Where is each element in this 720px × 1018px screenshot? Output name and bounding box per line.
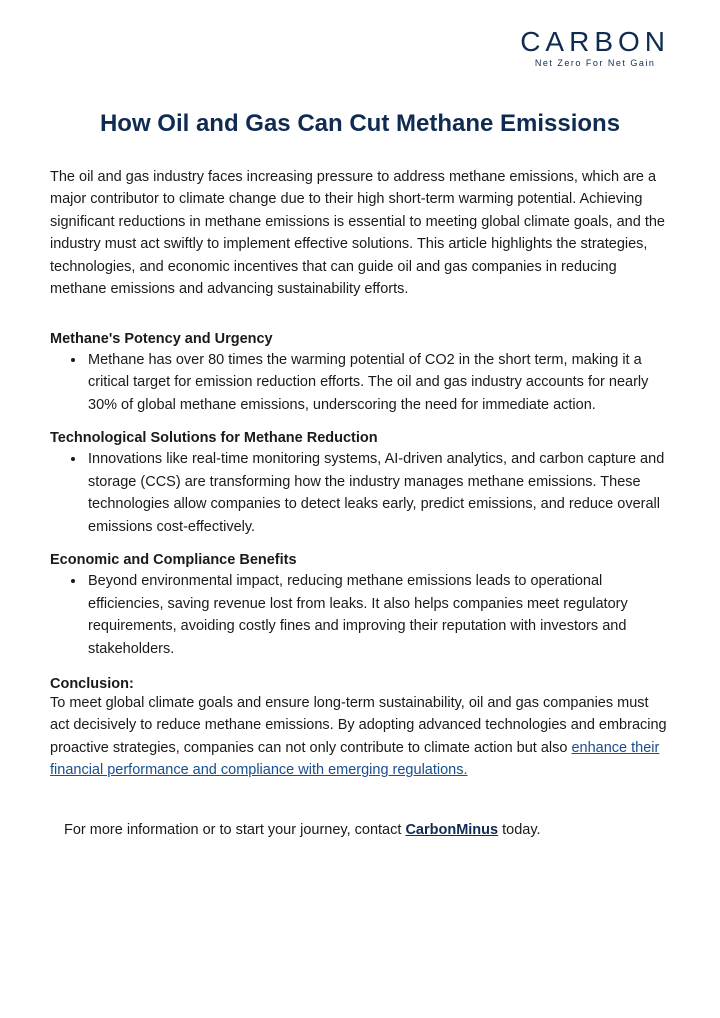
- section-potency: Methane's Potency and Urgency Methane ha…: [50, 331, 670, 416]
- conclusion-body: To meet global climate goals and ensure …: [50, 692, 670, 782]
- footer-cta: For more information or to start your jo…: [64, 822, 670, 838]
- section-technology: Technological Solutions for Methane Redu…: [50, 430, 670, 538]
- list-item: Methane has over 80 times the warming po…: [86, 349, 670, 416]
- list-item: Innovations like real-time monitoring sy…: [86, 448, 670, 538]
- section-list: Beyond environmental impact, reducing me…: [50, 570, 670, 660]
- conclusion-heading: Conclusion:: [50, 676, 670, 692]
- section-heading: Economic and Compliance Benefits: [50, 552, 670, 568]
- brand-logo: CARBON Net Zero For Net Gain: [520, 28, 670, 68]
- section-heading: Technological Solutions for Methane Redu…: [50, 430, 670, 446]
- intro-paragraph: The oil and gas industry faces increasin…: [50, 166, 670, 301]
- logo-tagline: Net Zero For Net Gain: [520, 58, 670, 68]
- section-list: Innovations like real-time monitoring sy…: [50, 448, 670, 538]
- list-item: Beyond environmental impact, reducing me…: [86, 570, 670, 660]
- footer-post: today.: [498, 822, 540, 838]
- section-list: Methane has over 80 times the warming po…: [50, 349, 670, 416]
- footer-pre: For more information or to start your jo…: [64, 822, 405, 838]
- section-economic: Economic and Compliance Benefits Beyond …: [50, 552, 670, 660]
- logo-text: CARBON: [520, 28, 670, 56]
- page-title: How Oil and Gas Can Cut Methane Emission…: [50, 110, 670, 138]
- section-heading: Methane's Potency and Urgency: [50, 331, 670, 347]
- carbonminus-link[interactable]: CarbonMinus: [405, 822, 498, 838]
